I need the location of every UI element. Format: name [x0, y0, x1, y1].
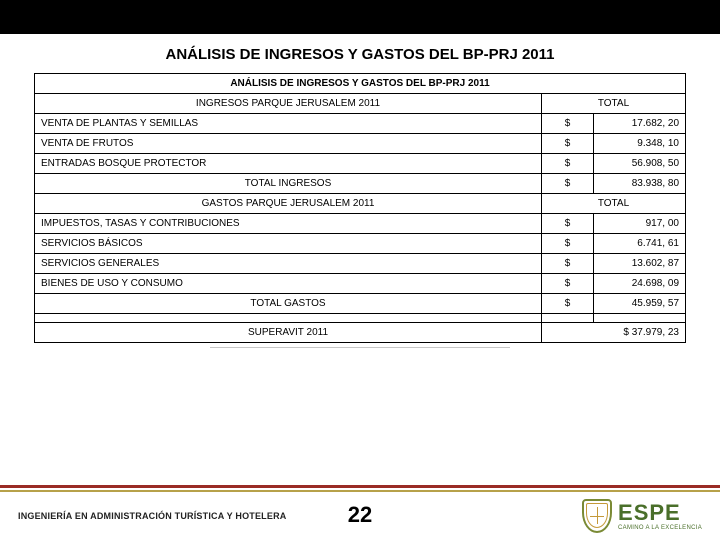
footer: INGENIERÍA EN ADMINISTRACIÓN TURÍSTICA Y… — [0, 485, 720, 540]
ingresos-header-row: INGRESOS PARQUE JERUSALEM 2011 TOTAL — [35, 94, 686, 114]
superavit-row: SUPERAVIT 2011 $ 37.979, 23 — [35, 323, 686, 343]
value-cell: 6.741, 61 — [594, 234, 686, 254]
page-title: ANÁLISIS DE INGRESOS Y GASTOS DEL BP-PRJ… — [0, 46, 720, 63]
value-cell: 917, 00 — [594, 214, 686, 234]
currency-cell: $ — [542, 214, 594, 234]
row-label: IMPUESTOS, TASAS Y CONTRIBUCIONES — [35, 214, 542, 234]
row-label: SERVICIOS BÁSICOS — [35, 234, 542, 254]
spacer-row — [35, 314, 686, 323]
superavit-value: $ 37.979, 23 — [542, 323, 686, 343]
top-bar — [0, 0, 720, 34]
value-cell: 56.908, 50 — [594, 154, 686, 174]
gastos-header: GASTOS PARQUE JERUSALEM 2011 — [35, 194, 542, 214]
total-ingresos-label: TOTAL INGRESOS — [35, 174, 542, 194]
table-row: VENTA DE FRUTOS $ 9.348, 10 — [35, 134, 686, 154]
total-header: TOTAL — [542, 94, 686, 114]
table-row: BIENES DE USO Y CONSUMO $ 24.698, 09 — [35, 274, 686, 294]
row-label: BIENES DE USO Y CONSUMO — [35, 274, 542, 294]
table-subtitle-row: ANÁLISIS DE INGRESOS Y GASTOS DEL BP-PRJ… — [35, 74, 686, 94]
table-row: VENTA DE PLANTAS Y SEMILLAS $ 17.682, 20 — [35, 114, 686, 134]
footer-left-text: INGENIERÍA EN ADMINISTRACIÓN TURÍSTICA Y… — [18, 511, 286, 521]
separator-line — [210, 347, 510, 348]
table-row: SERVICIOS BÁSICOS $ 6.741, 61 — [35, 234, 686, 254]
row-label: VENTA DE FRUTOS — [35, 134, 542, 154]
value-cell: 17.682, 20 — [594, 114, 686, 134]
analysis-table: ANÁLISIS DE INGRESOS Y GASTOS DEL BP-PRJ… — [34, 73, 686, 343]
ingresos-header: INGRESOS PARQUE JERUSALEM 2011 — [35, 94, 542, 114]
value-cell: 83.938, 80 — [594, 174, 686, 194]
shield-icon — [582, 499, 612, 533]
currency-cell: $ — [542, 254, 594, 274]
row-label: SERVICIOS GENERALES — [35, 254, 542, 274]
gastos-header-row: GASTOS PARQUE JERUSALEM 2011 TOTAL — [35, 194, 686, 214]
row-label: VENTA DE PLANTAS Y SEMILLAS — [35, 114, 542, 134]
footer-divider — [0, 485, 720, 492]
total-header-2: TOTAL — [542, 194, 686, 214]
espe-wordmark: ESPE — [618, 502, 702, 524]
value-cell: 9.348, 10 — [594, 134, 686, 154]
currency-cell: $ — [542, 114, 594, 134]
espe-tagline: CAMINO A LA EXCELENCIA — [618, 525, 702, 531]
value-cell: 45.959, 57 — [594, 294, 686, 314]
table-subtitle: ANÁLISIS DE INGRESOS Y GASTOS DEL BP-PRJ… — [35, 74, 686, 94]
superavit-label: SUPERAVIT 2011 — [35, 323, 542, 343]
espe-logo: ESPE CAMINO A LA EXCELENCIA — [582, 499, 702, 533]
currency-cell: $ — [542, 274, 594, 294]
total-gastos-label: TOTAL GASTOS — [35, 294, 542, 314]
currency-cell: $ — [542, 154, 594, 174]
currency-cell: $ — [542, 174, 594, 194]
page-number: 22 — [348, 502, 372, 528]
currency-cell: $ — [542, 234, 594, 254]
value-cell: 13.602, 87 — [594, 254, 686, 274]
row-label: ENTRADAS BOSQUE PROTECTOR — [35, 154, 542, 174]
value-cell: 24.698, 09 — [594, 274, 686, 294]
table-row: SERVICIOS GENERALES $ 13.602, 87 — [35, 254, 686, 274]
table-row: ENTRADAS BOSQUE PROTECTOR $ 56.908, 50 — [35, 154, 686, 174]
currency-cell: $ — [542, 294, 594, 314]
total-gastos-row: TOTAL GASTOS $ 45.959, 57 — [35, 294, 686, 314]
total-ingresos-row: TOTAL INGRESOS $ 83.938, 80 — [35, 174, 686, 194]
currency-cell: $ — [542, 134, 594, 154]
table-row: IMPUESTOS, TASAS Y CONTRIBUCIONES $ 917,… — [35, 214, 686, 234]
